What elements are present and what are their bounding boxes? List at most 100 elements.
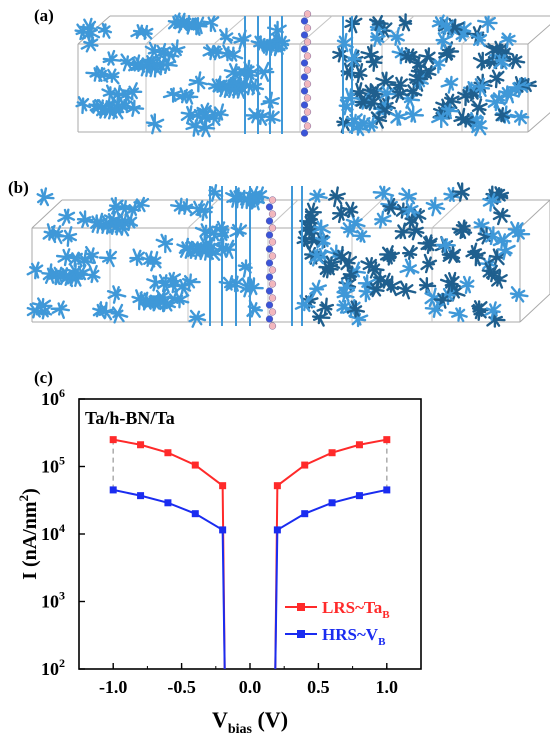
ta-atom	[80, 34, 99, 53]
ta-bond	[164, 238, 174, 245]
ta-atom	[487, 248, 507, 266]
ta-bond	[225, 32, 234, 39]
ta-bond	[324, 303, 335, 309]
series-line	[274, 438, 387, 670]
ta-atom	[437, 16, 453, 35]
ta-atom	[375, 71, 397, 91]
ta-bond	[372, 191, 385, 195]
ta-atom	[106, 285, 127, 304]
data-point	[164, 499, 172, 507]
ta-bond	[227, 242, 236, 251]
panel-b-label: (b)	[8, 178, 29, 197]
ta-bond	[477, 106, 486, 116]
ta-atom	[409, 56, 427, 72]
ta-bond	[497, 274, 508, 281]
ta-bond	[398, 78, 409, 87]
ta-atom	[331, 204, 351, 224]
ta-atom	[308, 188, 328, 203]
ta-bond	[441, 295, 449, 302]
ta-atom	[92, 301, 108, 320]
ta-bond	[192, 125, 197, 137]
ta-bond	[510, 286, 520, 296]
ta-bond	[387, 251, 397, 256]
ta-bond	[493, 60, 503, 70]
ta-bond	[138, 28, 148, 33]
ta-bond	[432, 293, 444, 299]
boron-atom	[303, 108, 312, 116]
ta-bond	[258, 190, 268, 197]
ta-bond	[144, 296, 155, 302]
ta-atom	[85, 214, 104, 233]
cell-divider	[213, 15, 247, 45]
ta-atom	[420, 253, 438, 274]
ta-bond	[184, 243, 196, 250]
ta-atom	[378, 245, 397, 263]
ta-bond	[433, 196, 437, 208]
ta-bond	[316, 192, 326, 198]
cell-edge	[519, 293, 550, 323]
ta-atom	[309, 279, 327, 299]
ta-bond	[203, 104, 212, 113]
ta-atom	[207, 77, 226, 93]
ta-atom	[196, 102, 214, 121]
ta-atom	[88, 98, 105, 116]
ta-atom	[31, 297, 53, 314]
ta-atom	[41, 263, 60, 284]
ta-bond	[160, 291, 170, 299]
ta-bond	[178, 294, 190, 302]
ta-bond	[115, 288, 122, 296]
ta-atom	[312, 219, 331, 237]
ta-bond	[154, 279, 163, 284]
ta-bond	[116, 100, 127, 107]
ta-atom	[396, 280, 417, 300]
ta-bond	[321, 262, 333, 271]
ta-bond	[488, 267, 496, 273]
ta-bond	[202, 50, 213, 57]
data-point	[137, 492, 145, 500]
ta-bond	[175, 39, 179, 51]
ta-atom	[311, 309, 331, 327]
x-tick-label: -1.0	[99, 677, 128, 697]
ta-bond	[486, 16, 496, 24]
ta-bond	[339, 207, 348, 215]
ta-bond	[461, 30, 471, 37]
ta-atom	[167, 12, 184, 31]
ta-bond	[486, 318, 497, 327]
ta-bond	[333, 195, 338, 208]
ta-bond	[513, 55, 523, 62]
ta-bond	[491, 230, 500, 238]
nitrogen-atom	[265, 245, 274, 253]
ta-bond	[479, 82, 489, 89]
ta-bond	[389, 202, 397, 209]
ta-bond	[259, 40, 268, 46]
ta-atom	[336, 299, 354, 315]
ta-atom	[167, 289, 184, 308]
ta-atom	[471, 116, 488, 137]
ta-atom	[170, 197, 191, 215]
ta-atom	[481, 262, 500, 281]
ta-atom	[404, 81, 423, 100]
ta-atom	[162, 87, 183, 103]
ta-bond	[49, 230, 58, 235]
ta-bond	[367, 260, 376, 270]
data-point	[191, 510, 199, 518]
ta-atom	[321, 255, 341, 273]
ta-bond	[372, 95, 381, 104]
ta-bond	[48, 263, 53, 276]
ta-bond	[168, 52, 177, 64]
ta-bond	[74, 264, 83, 274]
ta-atom	[470, 31, 488, 48]
series-line	[112, 488, 226, 670]
ta-bond	[409, 205, 419, 211]
iv-chart: -1.0 -0.5 0.0 0.5 1.0 102 103 104 105 106 I (nA/nm…	[16, 386, 422, 736]
ta-bond	[406, 52, 417, 58]
cell-divider	[431, 199, 463, 229]
cell-edge	[519, 199, 550, 229]
ta-atom	[82, 245, 100, 264]
boron-atom	[268, 252, 277, 260]
ta-atom	[448, 306, 468, 323]
ta-bond	[477, 301, 488, 311]
ta-atom	[398, 13, 413, 32]
ta-bond	[107, 92, 112, 104]
ta-bond	[114, 199, 124, 208]
